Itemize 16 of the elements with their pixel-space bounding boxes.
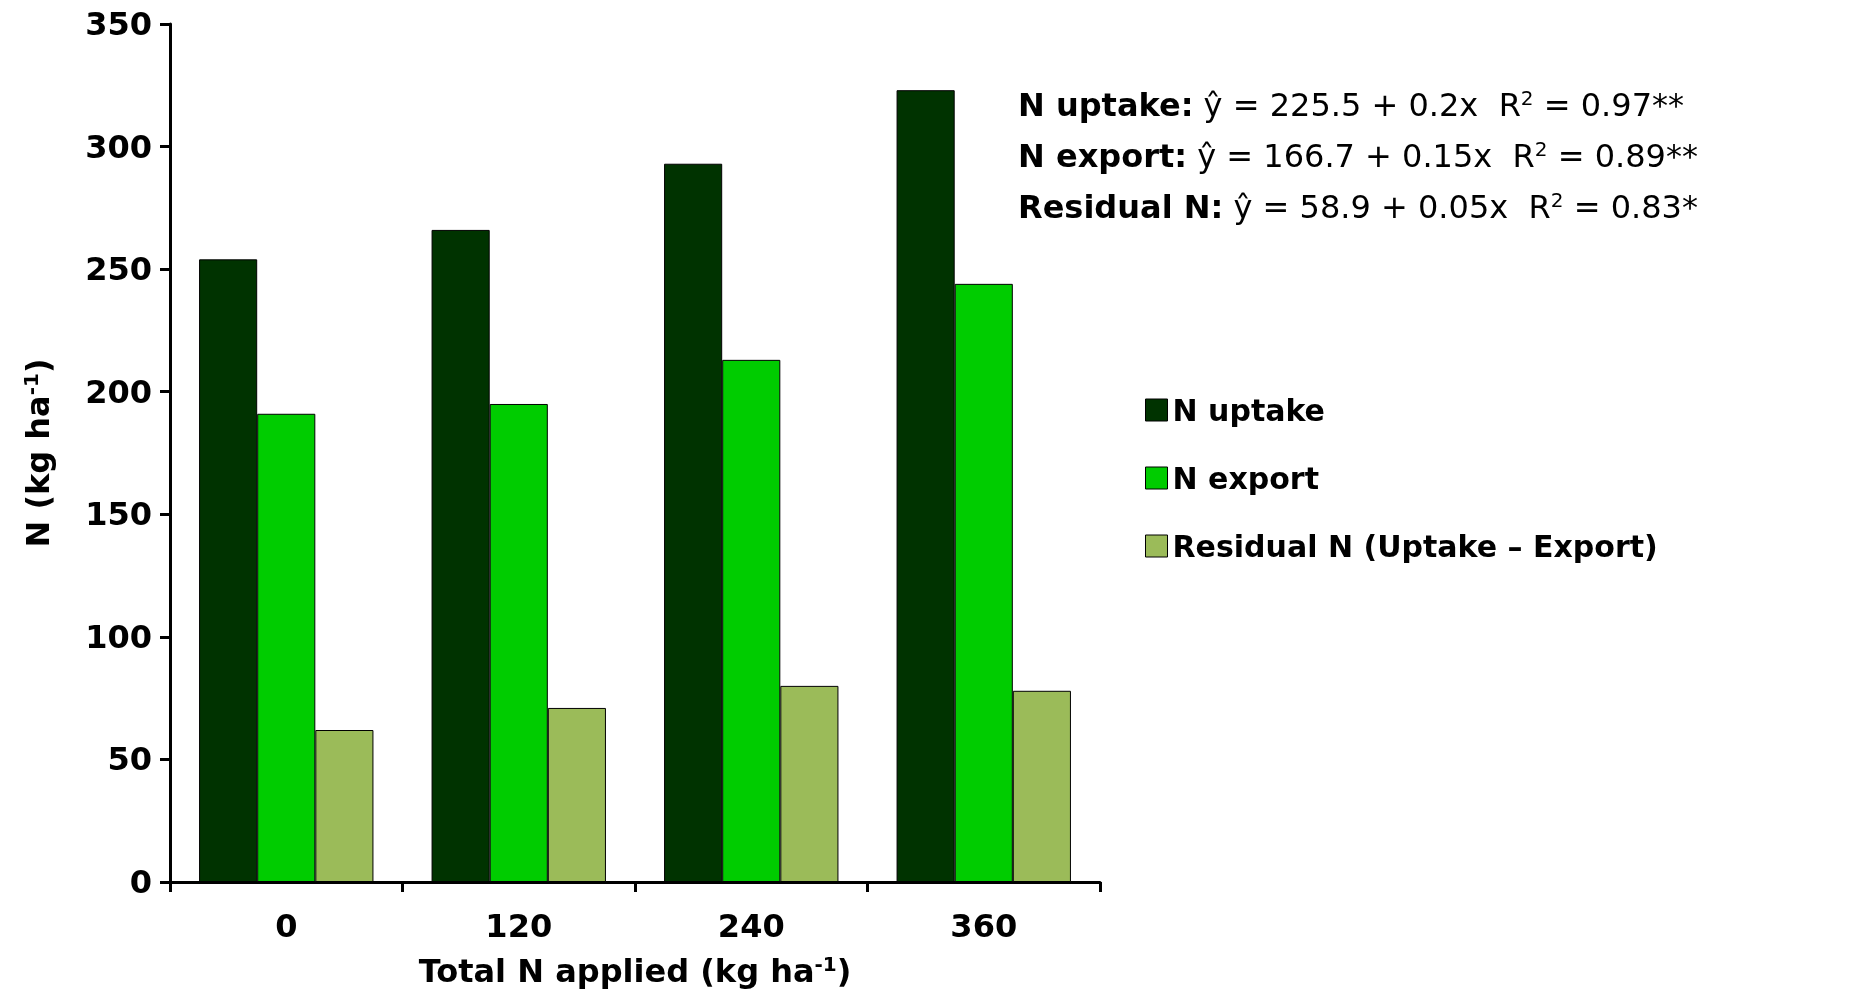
y-tick-label: 50 xyxy=(107,740,152,779)
legend-label: Residual N (Uptake – Export) xyxy=(1172,528,1658,564)
y-tick-label: 100 xyxy=(85,617,152,656)
legend-label: N export xyxy=(1172,460,1319,496)
y-axis-title: N (kg ha-1) xyxy=(19,358,57,548)
x-tick-label: 240 xyxy=(717,907,785,945)
legend-label: N uptake xyxy=(1172,392,1325,428)
y-tick-label: 0 xyxy=(129,863,152,901)
y-tick-label: 350 xyxy=(85,5,152,43)
y-tick-label: 250 xyxy=(85,250,152,289)
y-tick-label: 300 xyxy=(85,127,152,166)
x-tick-label: 360 xyxy=(950,907,1018,945)
y-tick-label: 200 xyxy=(85,372,152,411)
y-tick-label: 150 xyxy=(85,495,152,534)
x-tick-label: 120 xyxy=(485,907,553,945)
x-tick-label: 0 xyxy=(275,907,298,945)
